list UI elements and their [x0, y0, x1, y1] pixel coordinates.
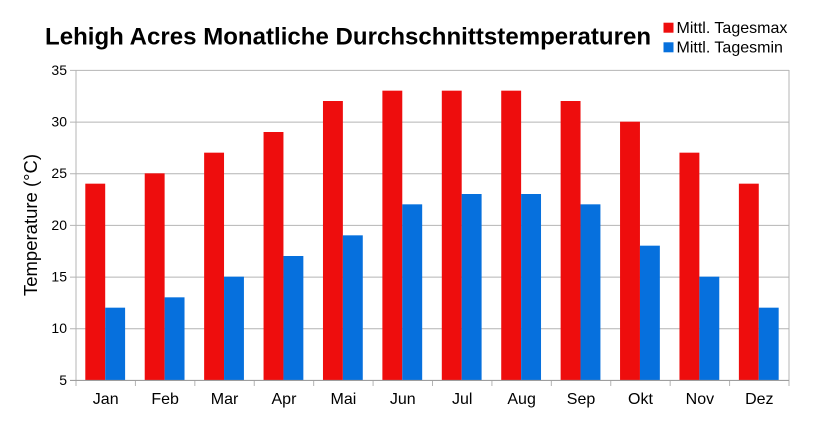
svg-text:20: 20 [51, 217, 67, 233]
svg-text:Mai: Mai [330, 391, 356, 408]
svg-text:Feb: Feb [151, 391, 179, 408]
svg-text:35: 35 [51, 62, 67, 78]
svg-text:Mar: Mar [211, 391, 239, 408]
svg-text:Mittl. Tagesmin: Mittl. Tagesmin [677, 39, 783, 56]
svg-text:5: 5 [59, 372, 67, 388]
svg-text:25: 25 [51, 165, 67, 181]
svg-text:Nov: Nov [686, 391, 714, 408]
svg-text:30: 30 [51, 113, 67, 129]
svg-text:Jun: Jun [390, 391, 416, 408]
svg-text:Okt: Okt [628, 391, 653, 408]
svg-text:Jul: Jul [452, 391, 472, 408]
svg-text:10: 10 [51, 320, 67, 336]
svg-text:Aug: Aug [507, 391, 535, 408]
svg-text:Mittl. Tagesmax: Mittl. Tagesmax [677, 20, 788, 37]
svg-text:Jan: Jan [93, 391, 119, 408]
svg-text:Apr: Apr [272, 391, 298, 408]
svg-text:Sep: Sep [567, 391, 596, 408]
svg-text:Temperature (°C): Temperature (°C) [20, 154, 41, 296]
svg-text:15: 15 [51, 268, 67, 284]
svg-text:Dez: Dez [745, 391, 773, 408]
svg-text:Lehigh Acres Monatliche Durchs: Lehigh Acres Monatliche Durchschnittstem… [45, 24, 651, 51]
